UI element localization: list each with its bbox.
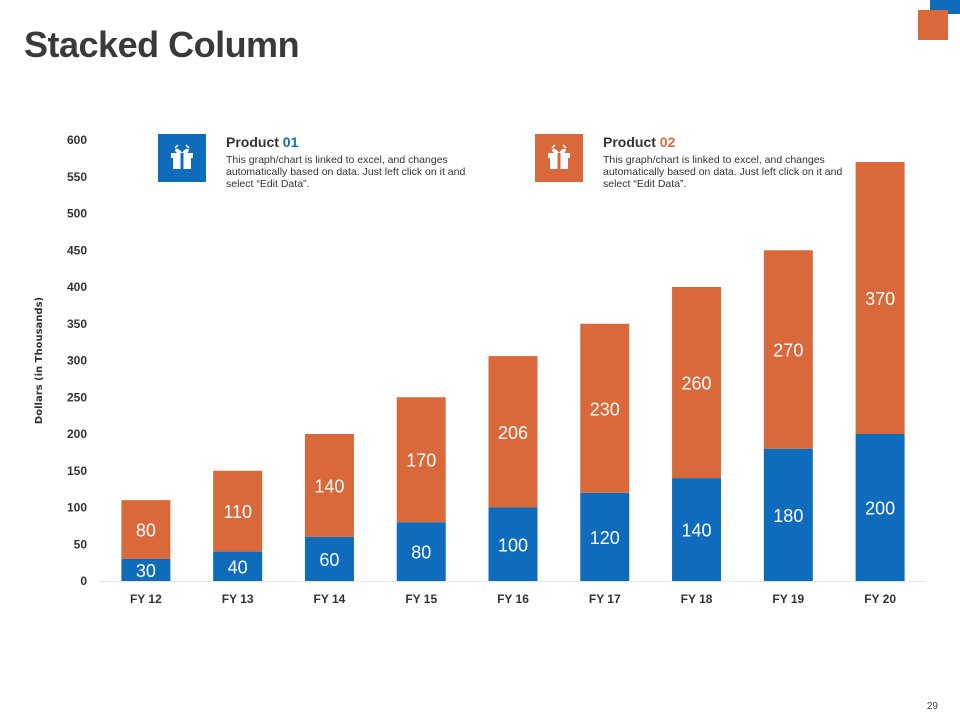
corner-accent-orange — [918, 10, 948, 40]
bar-product-01 — [304, 536, 354, 581]
bar-product-02 — [121, 500, 171, 559]
x-tick-label: FY 16 — [497, 592, 529, 606]
y-tick-label: 150 — [67, 464, 87, 478]
bar-product-02 — [580, 323, 630, 493]
bar-product-02 — [488, 356, 538, 508]
bar-product-01 — [213, 551, 263, 581]
bar-product-01 — [763, 448, 813, 581]
y-tick-label: 600 — [67, 133, 87, 147]
legend-description: This graph/chart is linked to excel, and… — [603, 154, 843, 190]
y-tick-label: 200 — [67, 427, 87, 441]
data-label: 206 — [498, 423, 528, 443]
data-label: 270 — [773, 340, 803, 360]
y-tick-label: 350 — [67, 317, 87, 331]
y-axis-label: Dollars (in Thousands) — [34, 297, 45, 424]
gift-box-icon — [535, 134, 583, 182]
data-label: 100 — [498, 535, 528, 555]
y-tick-label: 450 — [67, 243, 87, 257]
y-tick-label: 400 — [67, 280, 87, 294]
data-label: 200 — [865, 499, 895, 519]
y-tick-label: 0 — [80, 574, 87, 588]
x-tick-label: FY 19 — [772, 592, 804, 606]
data-label: 140 — [314, 476, 344, 496]
bar-product-02 — [396, 397, 446, 523]
data-label: 80 — [411, 543, 431, 563]
data-label: 370 — [865, 289, 895, 309]
x-tick-label: FY 14 — [314, 592, 346, 606]
y-tick-label: 50 — [74, 537, 88, 551]
bar-product-02 — [855, 162, 905, 435]
data-label: 30 — [136, 561, 156, 581]
bar-product-01 — [396, 522, 446, 581]
data-label: 230 — [590, 399, 620, 419]
y-tick-label: 250 — [67, 390, 87, 404]
bar-product-02 — [213, 470, 263, 552]
legend-title: Product 01 — [226, 134, 299, 150]
data-label: 180 — [773, 506, 803, 526]
y-tick-label: 550 — [67, 170, 87, 184]
bar-product-02 — [304, 434, 354, 537]
x-tick-label: FY 13 — [222, 592, 254, 606]
page-title: Stacked Column — [24, 24, 300, 65]
legend-description: This graph/chart is linked to excel, and… — [226, 154, 466, 190]
y-tick-label: 500 — [67, 207, 87, 221]
bar-product-02 — [763, 250, 813, 449]
bar-product-01 — [672, 478, 722, 581]
y-tick-label: 300 — [67, 354, 87, 368]
bar-product-01 — [855, 434, 905, 581]
data-label: 110 — [223, 502, 252, 522]
page-number: 29 — [926, 701, 938, 712]
data-label: 40 — [228, 557, 248, 577]
data-label: 120 — [590, 528, 620, 548]
x-tick-label: FY 17 — [589, 592, 621, 606]
x-tick-label: FY 15 — [405, 592, 437, 606]
legend-title: Product 02 — [603, 134, 676, 150]
data-label: 80 — [136, 521, 156, 541]
y-tick-label: 100 — [67, 501, 87, 515]
data-label: 170 — [406, 451, 436, 471]
bar-product-01 — [121, 558, 171, 581]
gift-box-icon — [158, 134, 206, 182]
data-label: 140 — [682, 521, 712, 541]
bar-product-02 — [672, 287, 722, 479]
bar-product-01 — [488, 507, 538, 581]
data-label: 60 — [319, 550, 339, 570]
bar-product-01 — [580, 492, 630, 581]
x-tick-label: FY 18 — [681, 592, 713, 606]
x-tick-label: FY 20 — [864, 592, 896, 606]
x-tick-label: FY 12 — [130, 592, 162, 606]
data-label: 260 — [682, 374, 712, 394]
